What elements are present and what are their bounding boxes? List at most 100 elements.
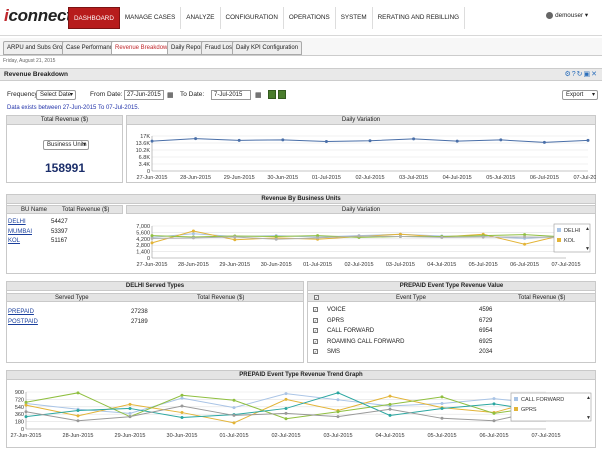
data-point[interactable] <box>492 411 496 415</box>
data-point[interactable] <box>24 400 28 404</box>
data-point[interactable] <box>440 402 444 406</box>
data-point[interactable] <box>388 407 392 411</box>
row-checkbox[interactable]: ✓ <box>313 328 318 333</box>
apply-button[interactable] <box>268 90 276 99</box>
data-point[interactable] <box>368 139 372 143</box>
data-point[interactable] <box>398 235 402 239</box>
data-point[interactable] <box>440 406 444 410</box>
data-point[interactable] <box>336 398 340 402</box>
data-point[interactable] <box>237 138 241 142</box>
row-checkbox[interactable]: ✓ <box>313 307 318 312</box>
row-checkbox[interactable]: ✓ <box>313 317 318 323</box>
data-point[interactable] <box>180 415 184 419</box>
refresh-icon[interactable]: ↻ <box>576 71 584 78</box>
data-point[interactable] <box>128 402 132 406</box>
data-point[interactable] <box>274 237 278 241</box>
data-point[interactable] <box>586 138 590 142</box>
tab-case-performance[interactable]: Case Performance <box>62 41 121 55</box>
data-point[interactable] <box>281 138 285 142</box>
legend-scroll-down-icon[interactable]: ▼ <box>586 415 591 421</box>
data-point[interactable] <box>316 234 320 238</box>
data-point[interactable] <box>324 140 328 144</box>
data-point[interactable] <box>76 391 80 395</box>
data-point[interactable] <box>412 137 416 141</box>
business-units-select[interactable]: Business Units <box>43 140 89 150</box>
to-date-input[interactable]: 7-Jul-2015 <box>211 90 251 100</box>
data-point[interactable] <box>492 397 496 401</box>
data-point[interactable] <box>180 396 184 400</box>
row-checkbox[interactable]: ✓ <box>313 349 318 354</box>
data-point[interactable] <box>499 138 503 142</box>
export-select[interactable]: Export <box>562 90 598 100</box>
data-point[interactable] <box>150 234 154 238</box>
expand-icon[interactable]: ▣ <box>583 71 592 78</box>
nav-operations[interactable]: OPERATIONS <box>284 7 336 29</box>
served-link-postpaid[interactable]: POSTPAID <box>8 319 38 325</box>
help-icon[interactable]: ? <box>571 71 577 78</box>
data-point[interactable] <box>24 403 28 407</box>
data-point[interactable] <box>191 229 195 233</box>
data-point[interactable] <box>76 419 80 423</box>
data-point[interactable] <box>284 411 288 415</box>
select-all-checkbox[interactable]: ✓ <box>314 295 319 300</box>
data-point[interactable] <box>232 398 236 402</box>
data-point[interactable] <box>284 397 288 401</box>
settings-icon[interactable]: ⚙ <box>564 71 572 78</box>
data-point[interactable] <box>194 137 198 141</box>
row-checkbox[interactable]: ✓ <box>313 338 318 344</box>
nav-system[interactable]: SYSTEM <box>336 7 373 29</box>
nav-dashboard[interactable]: DASHBOARD <box>68 7 120 29</box>
data-point[interactable] <box>388 402 392 406</box>
data-point[interactable] <box>440 395 444 399</box>
data-point[interactable] <box>284 392 288 396</box>
legend-item[interactable]: CALL FORWARD <box>521 397 564 403</box>
legend-item[interactable]: DELHI <box>564 228 581 234</box>
nav-rerating[interactable]: RERATING AND REBILLING <box>373 7 466 29</box>
data-point[interactable] <box>440 235 444 239</box>
data-point[interactable] <box>398 232 402 236</box>
reset-button[interactable] <box>278 90 286 99</box>
data-point[interactable] <box>233 235 237 239</box>
data-point[interactable] <box>523 233 527 237</box>
tab-fraud-loss[interactable]: Fraud Loss <box>201 41 240 55</box>
calendar-icon[interactable]: ▦ <box>167 92 174 99</box>
data-point[interactable] <box>191 236 195 240</box>
data-point[interactable] <box>523 242 527 246</box>
legend-item[interactable]: GPRS <box>521 407 537 413</box>
data-point[interactable] <box>128 411 132 415</box>
data-point[interactable] <box>440 416 444 420</box>
data-point[interactable] <box>232 413 236 417</box>
data-point[interactable] <box>191 232 195 236</box>
data-point[interactable] <box>128 406 132 410</box>
data-point[interactable] <box>284 406 288 410</box>
data-point[interactable] <box>357 234 361 238</box>
nav-configuration[interactable]: CONFIGURATION <box>221 7 284 29</box>
calendar-icon-2[interactable]: ▦ <box>255 92 262 99</box>
data-point[interactable] <box>128 415 132 419</box>
data-point[interactable] <box>388 394 392 398</box>
data-point[interactable] <box>492 402 496 406</box>
data-point[interactable] <box>284 417 288 421</box>
from-date-input[interactable]: 27-Jun-2015 <box>124 90 164 100</box>
nav-analyze[interactable]: ANALYZE <box>181 7 221 29</box>
data-point[interactable] <box>76 414 80 418</box>
data-point[interactable] <box>455 139 459 143</box>
data-point[interactable] <box>24 410 28 414</box>
data-point[interactable] <box>232 406 236 410</box>
data-point[interactable] <box>542 140 546 144</box>
bu-link-kol[interactable]: KOL <box>8 238 21 244</box>
data-point[interactable] <box>336 410 340 414</box>
close-icon[interactable]: ✕ <box>591 71 598 78</box>
data-point[interactable] <box>150 236 154 240</box>
data-point[interactable] <box>233 238 237 242</box>
legend-scroll-up-icon[interactable]: ▲ <box>586 395 591 401</box>
data-point[interactable] <box>232 421 236 425</box>
legend-scroll-up-icon[interactable]: ▲ <box>585 226 590 232</box>
data-point[interactable] <box>180 411 184 415</box>
data-point[interactable] <box>336 415 340 419</box>
data-point[interactable] <box>336 391 340 395</box>
data-point[interactable] <box>150 241 154 245</box>
data-point[interactable] <box>481 235 485 239</box>
data-point[interactable] <box>180 404 184 408</box>
data-point[interactable] <box>523 235 527 239</box>
